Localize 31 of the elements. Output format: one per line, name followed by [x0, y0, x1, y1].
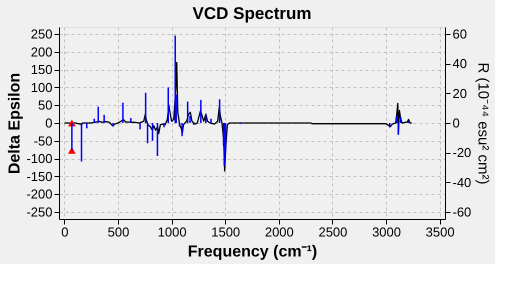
y-tick-label: 50	[38, 98, 52, 113]
y-tick-label: -150	[26, 168, 52, 184]
y-tick-label: 100	[30, 80, 52, 95]
y2-tick-label: 0	[452, 116, 460, 130]
x-tick-label: 3500	[426, 224, 455, 240]
y2-tick-label: -40	[452, 174, 472, 190]
x-tick-label: 0	[61, 224, 68, 240]
x-axis-title: Frequency (cm⁻¹)	[188, 244, 318, 260]
x-tick-label: 2500	[318, 224, 348, 240]
line-series	[64, 62, 412, 172]
y-tick-label: -100	[26, 151, 52, 166]
x-tick-label: 1500	[211, 224, 240, 240]
x-tick-label: 2000	[264, 224, 294, 240]
y-tick-label: 200	[30, 44, 52, 60]
y2-axis-title: R (10⁻⁴⁴ esu² cm²)	[474, 62, 492, 185]
y2-tick-label: -60	[452, 204, 472, 220]
y2-tick-label: 60	[452, 26, 467, 42]
y-tick-label: -250	[26, 204, 52, 220]
x-tick-label: 3000	[372, 224, 401, 240]
x-tick-label: 500	[108, 224, 130, 240]
y-tick-label: 150	[30, 62, 52, 78]
y-tick-label: 250	[30, 26, 52, 42]
chart-title: VCD Spectrum	[192, 4, 312, 23]
y2-tick-label: 40	[452, 56, 467, 72]
x-tick-label: 1000	[158, 224, 187, 240]
y2-tick-label: 20	[452, 86, 467, 101]
y-tick-label: 0	[45, 116, 52, 130]
y-axis-title: Delta Epsilon	[6, 72, 24, 174]
y-tick-label: -50	[34, 133, 52, 148]
y2-tick-label: -20	[452, 145, 472, 160]
y-tick-label: -200	[26, 186, 52, 202]
